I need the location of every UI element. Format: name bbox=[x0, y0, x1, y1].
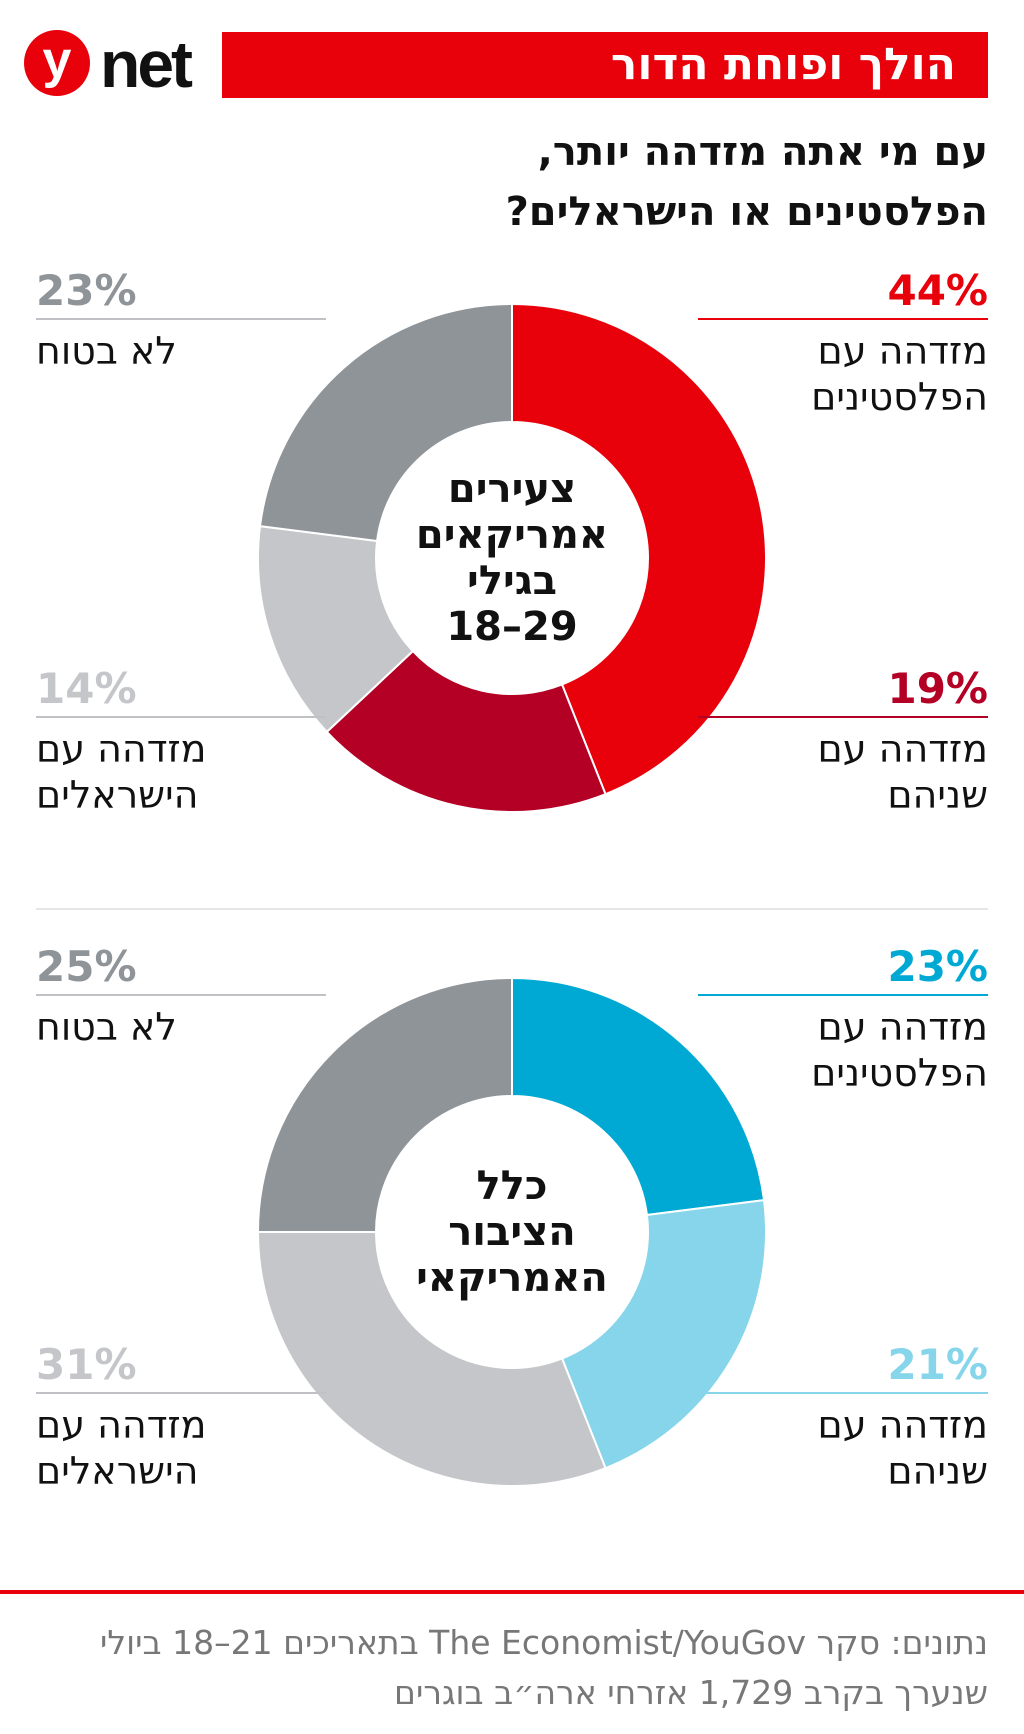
label-rule bbox=[698, 1392, 988, 1394]
label-rule bbox=[698, 994, 988, 996]
donut-slice-2-2 bbox=[560, 1199, 767, 1470]
slice-value-1-2: 19% bbox=[887, 664, 988, 713]
slice-label-2-2: מזדהה עם שניהם bbox=[817, 1403, 988, 1493]
slice-label-1-2: מזדהה עם שניהם bbox=[817, 727, 988, 817]
label-rule bbox=[36, 716, 326, 718]
donut-slice-1-2 bbox=[325, 649, 607, 813]
label-rule bbox=[36, 994, 326, 996]
label-rule bbox=[36, 1392, 326, 1394]
slice-value-2-3: 31% bbox=[36, 1340, 137, 1389]
chart-question: עם מי אתה מזדהה יותר, הפלסטינים או הישרא… bbox=[505, 129, 988, 235]
label-rule bbox=[698, 716, 988, 718]
header-banner: הולך ופוחת הדור bbox=[222, 32, 988, 98]
donut-slice-1-4 bbox=[258, 302, 513, 543]
slice-label-1-3: מזדהה עם הישראלים bbox=[36, 727, 207, 817]
donut-center-label-1: צעירים אמריקאים בגילי 29–18 bbox=[415, 466, 609, 650]
slice-value-2-4: 25% bbox=[36, 942, 137, 991]
label-rule bbox=[698, 318, 988, 320]
slice-value-2-1: 23% bbox=[887, 942, 988, 991]
donut-slice-2-4 bbox=[256, 976, 513, 1233]
slice-value-1-4: 23% bbox=[36, 266, 137, 315]
slice-label-1-4: לא בטוח bbox=[36, 329, 177, 373]
footer-rule bbox=[0, 1590, 1024, 1594]
slice-label-2-1: מזדהה עם הפלסטינים bbox=[811, 1005, 988, 1095]
donut-slice-1-1 bbox=[511, 302, 767, 796]
slice-label-2-4: לא בטוח bbox=[36, 1005, 177, 1049]
label-rule bbox=[36, 318, 326, 320]
donut-slice-2-3 bbox=[256, 1231, 607, 1487]
logo-y-circle: y bbox=[24, 30, 90, 96]
slice-value-2-2: 21% bbox=[887, 1340, 988, 1389]
section-divider bbox=[36, 908, 988, 910]
ynet-logo: y net bbox=[24, 26, 214, 102]
slice-label-1-1: מזדהה עם הפלסטינים bbox=[811, 329, 988, 419]
logo-net-text: net bbox=[100, 27, 193, 101]
slice-value-1-3: 14% bbox=[36, 664, 137, 713]
slice-value-1-1: 44% bbox=[887, 266, 988, 315]
donut-center-label-2: כלל הציבור האמריקאי bbox=[416, 1163, 608, 1301]
source-note: נתונים: סקר The Economist/YouGov בתאריכי… bbox=[100, 1623, 988, 1712]
slice-label-2-3: מזדהה עם הישראלים bbox=[36, 1403, 207, 1493]
donut-slice-2-1 bbox=[511, 976, 766, 1217]
